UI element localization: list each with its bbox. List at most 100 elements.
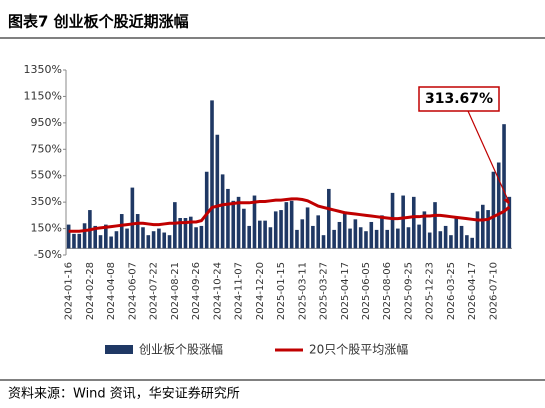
- x-tick-label: 2025-01-15: [276, 262, 287, 320]
- bar: [459, 225, 464, 249]
- annotation: 313.67%: [425, 91, 493, 107]
- bar: [406, 227, 411, 249]
- bar: [353, 219, 358, 249]
- source: 资料来源：Wind 资讯，华安证券研究所: [8, 386, 240, 402]
- bar: [263, 220, 267, 249]
- bar: [98, 235, 103, 249]
- bar: [252, 195, 257, 249]
- x-tick-label: 2024-02-28: [85, 262, 96, 320]
- x-tick-label: 2024-04-08: [106, 262, 117, 320]
- bar: [141, 227, 145, 249]
- bar: [348, 228, 352, 249]
- bar: [321, 235, 326, 249]
- bar: [438, 231, 443, 249]
- x-tick-label: 2025-04-17: [340, 262, 351, 320]
- bar: [157, 228, 161, 249]
- legend-label: 20只个股平均涨幅: [309, 342, 408, 357]
- bar: [422, 211, 427, 249]
- bar: [167, 235, 172, 249]
- annotation-box: [418, 86, 500, 112]
- x-tick-label: 2025-09-25: [403, 262, 414, 320]
- bar: [109, 236, 113, 249]
- bar: [316, 215, 321, 249]
- bar: [491, 171, 496, 249]
- bar: [130, 187, 135, 249]
- line: [68, 197, 511, 233]
- bar: [135, 214, 140, 249]
- bar: [289, 200, 294, 249]
- bar: [300, 219, 305, 249]
- x-tick-label: 2025-08-06: [382, 262, 393, 320]
- bar: [305, 207, 310, 249]
- bar: [104, 224, 108, 249]
- bar: [114, 231, 119, 249]
- bar: [178, 218, 182, 249]
- y-tick-label: 950%: [31, 116, 62, 129]
- bar: [188, 216, 193, 249]
- bar: [364, 231, 368, 249]
- bar: [273, 211, 278, 249]
- bar: [284, 202, 289, 249]
- bar: [242, 208, 246, 249]
- bar: [183, 218, 188, 249]
- x-tick-label: 2025-03-11: [297, 262, 308, 320]
- bar: [507, 196, 512, 249]
- bar: [226, 188, 230, 249]
- bar: [279, 210, 283, 249]
- bar: [443, 225, 448, 249]
- bar: [358, 227, 363, 249]
- x-tick-label: 2024-10-24: [212, 262, 223, 320]
- bar: [374, 229, 379, 249]
- y-tick-label: 750%: [31, 142, 62, 155]
- bar: [204, 171, 209, 249]
- bar: [470, 237, 474, 249]
- y-tick-label: -50%: [34, 248, 62, 261]
- bar: [220, 174, 225, 249]
- bar: [411, 196, 416, 249]
- bar: [268, 227, 273, 249]
- bar: [427, 232, 432, 249]
- y-tick-label: 550%: [31, 169, 62, 182]
- bar: [475, 211, 480, 249]
- bar: [496, 162, 501, 249]
- x-tick-label: 2026-04-17: [467, 262, 478, 320]
- x-tick-label: 2025-12-23: [425, 262, 436, 320]
- bar: [465, 235, 469, 249]
- bar: [72, 233, 76, 249]
- bar: [162, 232, 167, 249]
- x-tick-label: 2024-11-07: [234, 262, 245, 320]
- bar: [146, 235, 151, 249]
- y-tick-label: 150%: [31, 222, 62, 235]
- bar: [82, 223, 87, 249]
- bar: [385, 229, 390, 249]
- x-tick-label: 2024-06-07: [127, 262, 138, 320]
- x-tick-label: 2025-06-05: [361, 262, 372, 320]
- bar: [194, 227, 198, 249]
- bar: [311, 225, 315, 249]
- bar: [93, 225, 98, 249]
- bar: [125, 228, 129, 249]
- x-tick-label: 2025-03-27: [319, 262, 330, 320]
- y-tick-label: 1350%: [24, 63, 62, 76]
- bar: [231, 200, 236, 249]
- legend-swatch: [105, 345, 133, 354]
- bar: [151, 231, 156, 249]
- x-tick-label: 2024-08-21: [170, 262, 181, 320]
- x-tick-label: 2024-01-16: [64, 262, 75, 320]
- bar: [257, 220, 262, 249]
- x-tick-label: 2024-09-26: [191, 262, 202, 320]
- bar: [337, 221, 342, 249]
- bar: [433, 202, 437, 249]
- x-tick-label: 2026-07-10: [488, 262, 499, 320]
- bar: [215, 134, 220, 249]
- bar: [342, 211, 347, 249]
- bar: [199, 225, 204, 249]
- y-tick-label: 350%: [31, 195, 62, 208]
- bar: [380, 215, 384, 249]
- bar: [210, 100, 214, 249]
- bar: [486, 210, 490, 249]
- x-tick-label: 2024-07-22: [149, 262, 160, 320]
- bar: [390, 192, 395, 249]
- bar: [295, 229, 299, 249]
